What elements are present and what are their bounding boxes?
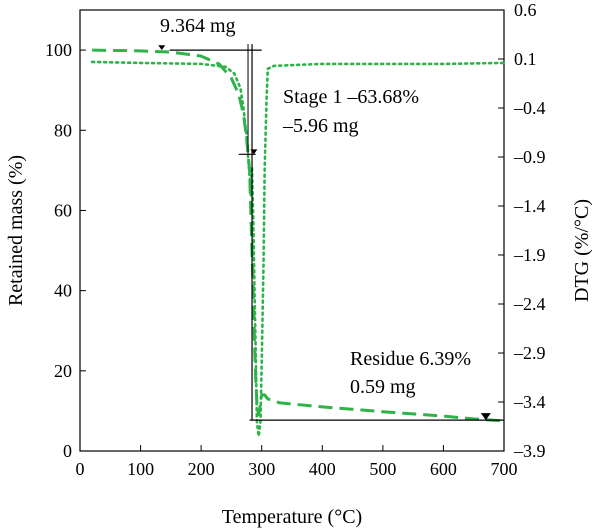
- x-tick-label: 400: [309, 459, 336, 479]
- y2-tick-label: –2.9: [513, 343, 546, 363]
- y2-tick-label: 0.1: [514, 49, 537, 69]
- y2-tick-label: –3.9: [513, 441, 546, 461]
- y2-tick-label: 0.6: [514, 0, 537, 20]
- y-tick-label: 100: [45, 40, 72, 60]
- y-tick-label: 20: [54, 361, 72, 381]
- x-tick-label: 300: [248, 459, 275, 479]
- y2-tick-label: –0.9: [513, 147, 546, 167]
- right-y-axis-title: DTG (%/°C): [571, 199, 593, 302]
- y2-tick-label: –0.4: [513, 98, 546, 118]
- stage-start-mass-label: 9.364 mg: [160, 15, 236, 37]
- y-tick-label: 0: [63, 441, 72, 461]
- y-tick-label: 40: [54, 281, 72, 301]
- x-tick-label: 200: [188, 459, 215, 479]
- left-y-axis-title: Retained mass (%): [5, 155, 27, 306]
- annotation-lines: [158, 44, 504, 421]
- left-y-axis-ticks: 0 20 40 60 80 100: [45, 40, 86, 461]
- dtg-curve: [90, 60, 506, 438]
- x-tick-label: 0: [76, 459, 85, 479]
- stage1-mass-label: –5.96 mg: [282, 115, 359, 137]
- residue-marker: [480, 413, 491, 421]
- y2-tick-label: –1.9: [513, 245, 546, 265]
- x-tick-label: 700: [491, 459, 518, 479]
- x-tick-label: 600: [430, 459, 457, 479]
- stage1-marker: [250, 149, 258, 155]
- y-tick-label: 80: [54, 120, 72, 140]
- right-y-axis-ticks: 0.6 0.1 –0.4 –0.9 –1.4 –1.9 –2.4 –2.9 –3.4 –3.9: [498, 0, 546, 461]
- y-tick-label: 60: [54, 200, 72, 220]
- y2-tick-label: –3.4: [513, 392, 546, 412]
- series-layer: [90, 48, 506, 438]
- stage1-percent-label: Stage 1 –63.68%: [283, 86, 419, 108]
- x-tick-label: 500: [369, 459, 396, 479]
- stage-start-marker: [158, 45, 166, 51]
- y2-tick-label: –2.4: [513, 294, 546, 314]
- x-axis-title: Temperature (°C): [222, 506, 362, 528]
- x-axis-ticks: 0 100 200 300 400 500 600 700: [76, 445, 518, 479]
- residue-mass-label: 0.59 mg: [350, 376, 416, 398]
- x-tick-label: 100: [127, 459, 154, 479]
- plot-frame: [79, 9, 505, 452]
- y2-tick-label: –1.4: [513, 196, 546, 216]
- residue-percent-label: Residue 6.39%: [350, 348, 471, 370]
